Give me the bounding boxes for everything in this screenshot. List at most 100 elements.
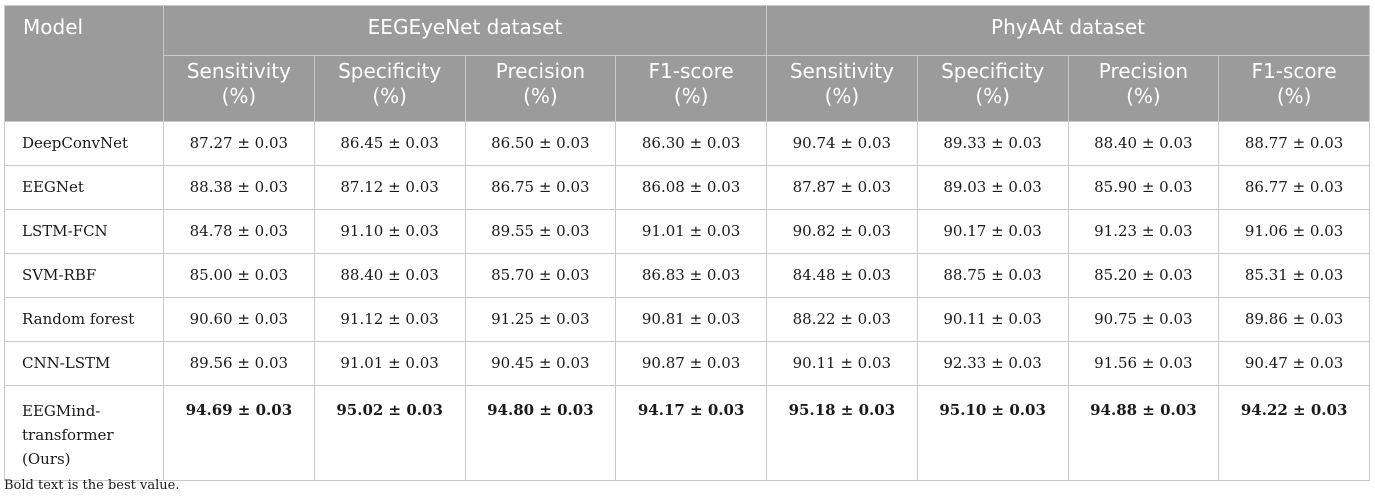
metric-value-cell: 86.45 ± 0.03 <box>313 121 466 166</box>
model-name: DeepConvNet <box>22 134 129 152</box>
metric-value-cell: 90.81 ± 0.03 <box>615 297 767 342</box>
dataset-header-row: Model EEGEyeNet dataset PhyAAt dataset <box>4 5 1370 122</box>
metric-value-cell: 94.88 ± 0.03 <box>1067 385 1220 481</box>
metric-value-cell: 88.40 ± 0.03 <box>313 253 466 298</box>
metric-unit: (%) <box>523 84 558 108</box>
metric-value-cell: 86.75 ± 0.03 <box>464 165 617 210</box>
metric-value-cell: 90.75 ± 0.03 <box>1067 297 1220 342</box>
metric-value-cell: 94.17 ± 0.03 <box>615 385 767 481</box>
metric-value-cell: 90.17 ± 0.03 <box>916 209 1069 254</box>
metric-value-cell: 95.02 ± 0.03 <box>313 385 466 481</box>
metric-value-cell: 89.55 ± 0.03 <box>464 209 617 254</box>
metric-header: Specificity (%) <box>916 55 1069 122</box>
metric-value-cell: 90.11 ± 0.03 <box>916 297 1069 342</box>
metric-value-cell: 88.75 ± 0.03 <box>916 253 1069 298</box>
model-name: EEGNet <box>22 178 84 196</box>
metric-value-cell: 90.45 ± 0.03 <box>464 341 617 386</box>
table-row: EEGMind-transformer (Ours) 94.69 ± 0.03 95.… <box>4 385 1370 481</box>
metric-unit: (%) <box>1276 84 1312 108</box>
results-table: Model EEGEyeNet dataset PhyAAt dataset S… <box>4 5 1370 481</box>
model-name: CNN-LSTM <box>22 354 111 372</box>
metric-value-cell: 94.22 ± 0.03 <box>1218 385 1370 481</box>
metric-value-cell: 91.01 ± 0.03 <box>615 209 767 254</box>
table-row: SVM-RBF 85.00 ± 0.03 88.40 ± 0.03 85.70 ± 0… <box>4 253 1370 298</box>
metric-value-cell: 91.23 ± 0.03 <box>1067 209 1220 254</box>
metric-value-cell: 89.03 ± 0.03 <box>916 165 1069 210</box>
model-name: EEGMind- <box>22 402 101 420</box>
metric-value-cell: 95.18 ± 0.03 <box>766 385 918 481</box>
metric-value-cell: 89.56 ± 0.03 <box>163 341 315 386</box>
model-name: Random forest <box>22 310 135 328</box>
phyaat-dataset-header: PhyAAt dataset <box>766 5 1370 56</box>
metric-name: Precision <box>1098 59 1188 83</box>
metric-value-cell: 85.90 ± 0.03 <box>1067 165 1220 210</box>
metric-name: F1-score <box>1251 59 1337 83</box>
model-column-header: Model <box>4 5 164 122</box>
metric-name: F1-score <box>648 59 734 83</box>
metric-value-cell: 84.78 ± 0.03 <box>163 209 315 254</box>
metric-value-cell: 89.86 ± 0.03 <box>1218 297 1370 342</box>
model-name: (Ours) <box>22 450 71 468</box>
metric-value-cell: 94.69 ± 0.03 <box>163 385 315 481</box>
metric-value-cell: 90.87 ± 0.03 <box>615 341 767 386</box>
metric-unit: (%) <box>673 84 709 108</box>
metric-value-cell: 86.77 ± 0.03 <box>1218 165 1370 210</box>
model-name-cell: DeepConvNet <box>4 121 164 166</box>
metric-name: Sensitivity <box>789 59 894 83</box>
metric-value-cell: 91.01 ± 0.03 <box>313 341 466 386</box>
metric-value-cell: 91.12 ± 0.03 <box>313 297 466 342</box>
metric-value-cell: 86.30 ± 0.03 <box>615 121 767 166</box>
table-row: DeepConvNet 87.27 ± 0.03 86.45 ± 0.03 86.50… <box>4 121 1370 166</box>
metric-header: Sensitivity (%) <box>163 55 315 122</box>
metric-value-cell: 87.27 ± 0.03 <box>163 121 315 166</box>
metric-value-cell: 86.83 ± 0.03 <box>615 253 767 298</box>
model-name-cell: CNN-LSTM <box>4 341 164 386</box>
metric-value-cell: 91.06 ± 0.03 <box>1218 209 1370 254</box>
table-body: DeepConvNet 87.27 ± 0.03 86.45 ± 0.03 86.50… <box>4 121 1370 481</box>
model-name: LSTM-FCN <box>22 222 108 240</box>
model-name: transformer <box>22 426 114 444</box>
metric-header-row: Sensitivity (%) Specificity (%) Precision (%)… <box>5 55 1370 122</box>
metric-header: Sensitivity (%) <box>766 55 918 122</box>
metric-value-cell: 90.74 ± 0.03 <box>766 121 918 166</box>
metric-value-cell: 88.40 ± 0.03 <box>1067 121 1220 166</box>
metric-unit: (%) <box>975 84 1010 108</box>
metric-name: Precision <box>495 59 585 83</box>
metric-unit: (%) <box>372 84 407 108</box>
metric-value-cell: 88.22 ± 0.03 <box>766 297 918 342</box>
metric-value-cell: 91.25 ± 0.03 <box>464 297 617 342</box>
model-name-cell: EEGMind-transformer (Ours) <box>4 385 164 481</box>
metric-value-cell: 88.38 ± 0.03 <box>163 165 315 210</box>
metric-value-cell: 90.82 ± 0.03 <box>766 209 918 254</box>
metric-value-cell: 89.33 ± 0.03 <box>916 121 1069 166</box>
metric-header: Precision (%) <box>1067 55 1220 122</box>
metric-value-cell: 91.10 ± 0.03 <box>313 209 466 254</box>
table-row: LSTM-FCN 84.78 ± 0.03 91.10 ± 0.03 89.55 ± … <box>4 209 1370 254</box>
model-name: SVM-RBF <box>22 266 97 284</box>
metric-value-cell: 90.11 ± 0.03 <box>766 341 918 386</box>
metric-header: F1-score (%) <box>1218 55 1370 122</box>
metric-header: Specificity (%) <box>313 55 466 122</box>
metric-value-cell: 87.87 ± 0.03 <box>766 165 918 210</box>
metric-value-cell: 94.80 ± 0.03 <box>464 385 617 481</box>
model-name-cell: SVM-RBF <box>4 253 164 298</box>
table-footnote: Bold text is the best value. <box>4 478 180 493</box>
metric-header: F1-score (%) <box>615 55 767 122</box>
metric-value-cell: 91.56 ± 0.03 <box>1067 341 1220 386</box>
metric-unit: (%) <box>1126 84 1161 108</box>
metric-name: Sensitivity <box>186 59 291 83</box>
metric-value-cell: 85.70 ± 0.03 <box>464 253 617 298</box>
metric-value-cell: 95.10 ± 0.03 <box>916 385 1069 481</box>
metric-value-cell: 84.48 ± 0.03 <box>766 253 918 298</box>
metric-header: Precision (%) <box>464 55 617 122</box>
metric-value-cell: 86.50 ± 0.03 <box>464 121 617 166</box>
metric-value-cell: 88.77 ± 0.03 <box>1218 121 1370 166</box>
metric-value-cell: 85.20 ± 0.03 <box>1067 253 1220 298</box>
table-row: Random forest 90.60 ± 0.03 91.12 ± 0.03 91.… <box>4 297 1370 342</box>
table-row: EEGNet 88.38 ± 0.03 87.12 ± 0.03 86.75 ± 0.… <box>4 165 1370 210</box>
metric-value-cell: 92.33 ± 0.03 <box>916 341 1069 386</box>
metric-value-cell: 90.60 ± 0.03 <box>163 297 315 342</box>
metric-name: Specificity <box>338 59 442 83</box>
metric-unit: (%) <box>221 84 257 108</box>
metric-value-cell: 85.00 ± 0.03 <box>163 253 315 298</box>
